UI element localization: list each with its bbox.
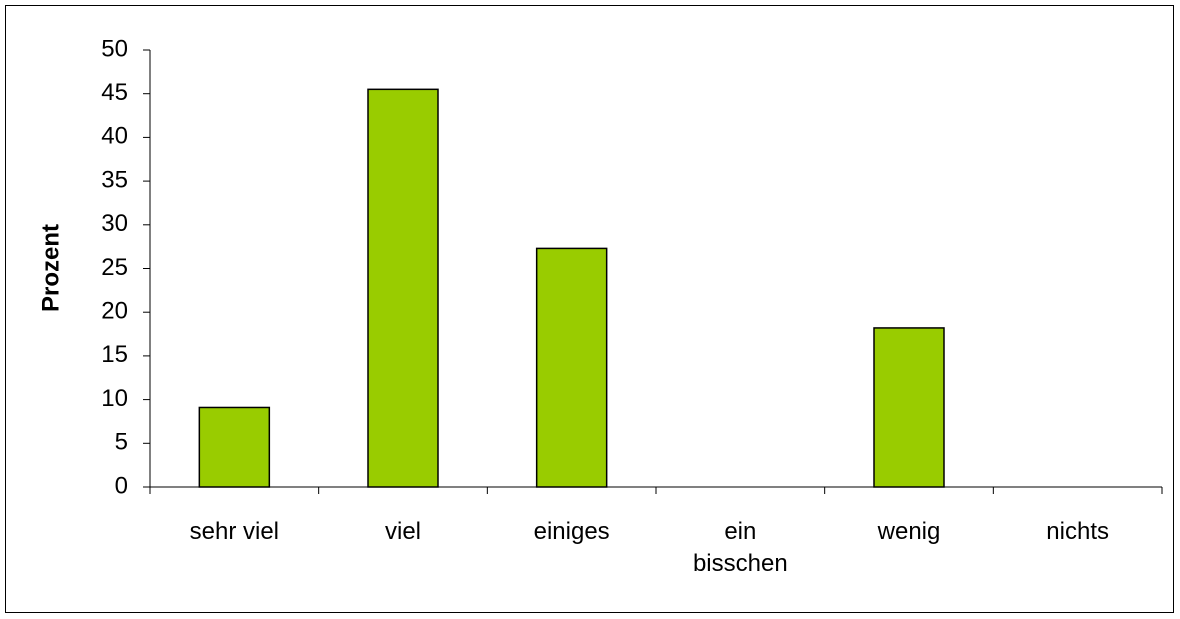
- y-tick-label: 50: [101, 35, 128, 62]
- x-tick-label: wenig: [877, 518, 941, 545]
- x-tick-label: sehr viel: [189, 518, 280, 545]
- y-tick-label: 15: [101, 341, 128, 368]
- bar: [873, 327, 945, 488]
- x-tick-label: ein bisschen: [692, 518, 788, 577]
- y-tick-label: 40: [101, 123, 128, 150]
- bar: [367, 88, 439, 488]
- y-tick-label: 0: [115, 472, 128, 499]
- x-tick-label: einiges: [533, 518, 610, 545]
- bar: [535, 247, 608, 488]
- y-axis-label: Prozent: [37, 224, 64, 312]
- y-tick-label: 5: [115, 429, 128, 456]
- y-tick-label: 10: [101, 385, 128, 412]
- x-tick-label: nichts: [1046, 518, 1109, 545]
- y-tick-label: 45: [101, 79, 128, 106]
- y-tick-label: 30: [101, 210, 128, 237]
- y-tick-label: 20: [101, 298, 128, 325]
- y-tick-label: 35: [101, 166, 128, 193]
- x-tick-label: viel: [384, 518, 421, 545]
- y-tick-label: 25: [101, 254, 128, 281]
- bar: [198, 406, 271, 488]
